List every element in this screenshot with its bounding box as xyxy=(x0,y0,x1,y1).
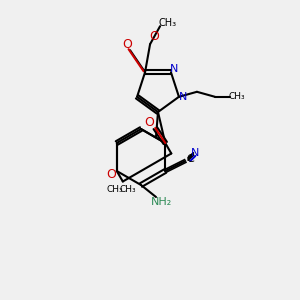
Text: N: N xyxy=(179,92,187,102)
Text: O: O xyxy=(106,169,116,182)
Text: O: O xyxy=(144,116,154,128)
Text: CH₃: CH₃ xyxy=(229,92,245,101)
Text: C: C xyxy=(186,154,194,164)
Text: NH₂: NH₂ xyxy=(150,197,172,207)
Text: O: O xyxy=(149,30,159,43)
Text: N: N xyxy=(170,64,178,74)
Text: CH₃: CH₃ xyxy=(158,18,176,28)
Text: N: N xyxy=(191,148,200,158)
Text: CH₃: CH₃ xyxy=(119,185,136,194)
Text: O: O xyxy=(122,38,132,51)
Text: CH₃: CH₃ xyxy=(106,185,123,194)
